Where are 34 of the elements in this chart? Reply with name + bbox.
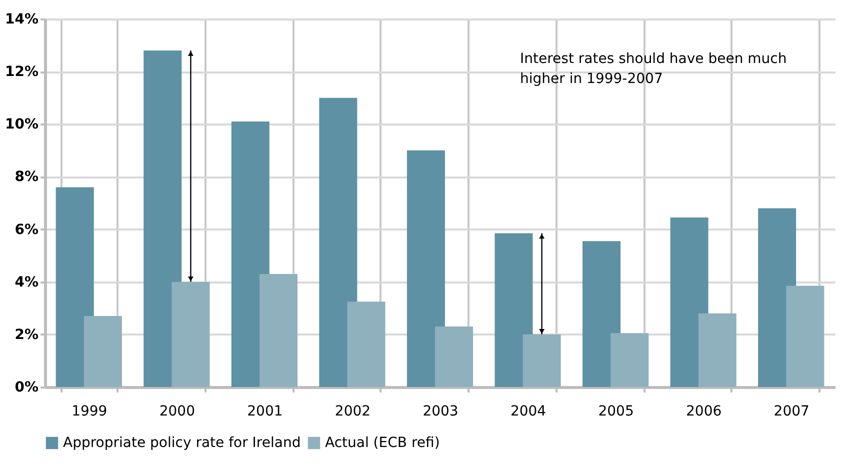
y-tick-label: 10% bbox=[4, 116, 38, 133]
bar bbox=[494, 233, 533, 387]
bar bbox=[259, 274, 298, 387]
y-tick-label: 4% bbox=[14, 274, 38, 290]
annotation: Interest rates should have been much higher in 1999-2007 bbox=[520, 51, 787, 87]
x-tick-label: 2001 bbox=[247, 404, 283, 420]
y-tick-label: 14% bbox=[4, 12, 38, 28]
x-tick-label: 2000 bbox=[159, 404, 195, 420]
x-tick-label: 2005 bbox=[598, 404, 634, 420]
bar bbox=[84, 316, 122, 387]
bar bbox=[56, 187, 94, 387]
y-tick-label: 8% bbox=[14, 169, 38, 186]
y-tick-label: 0% bbox=[14, 380, 38, 396]
legend-label: Appropriate policy rate for Ireland bbox=[63, 435, 301, 451]
y-tick-label: 12% bbox=[4, 64, 38, 80]
y-tick-label: 2% bbox=[14, 326, 38, 343]
y-tick-label: 6% bbox=[14, 222, 38, 238]
bar bbox=[786, 286, 824, 387]
bar bbox=[172, 282, 210, 387]
legend-label: Actual (ECB refi) bbox=[325, 435, 440, 451]
x-tick-label: 2007 bbox=[774, 404, 810, 420]
bar bbox=[698, 313, 736, 387]
x-tick-label: 1999 bbox=[72, 404, 108, 420]
x-tick-label: 2004 bbox=[510, 404, 546, 420]
bar bbox=[347, 302, 386, 387]
bar bbox=[406, 150, 445, 387]
x-tick-label: 2002 bbox=[334, 404, 371, 420]
bar bbox=[319, 98, 358, 387]
x-tick-label: 2006 bbox=[686, 404, 722, 420]
x-tick-label: 2003 bbox=[422, 404, 458, 420]
bar bbox=[522, 334, 561, 387]
bar bbox=[610, 333, 649, 387]
bar bbox=[144, 50, 182, 387]
bar bbox=[435, 326, 474, 387]
